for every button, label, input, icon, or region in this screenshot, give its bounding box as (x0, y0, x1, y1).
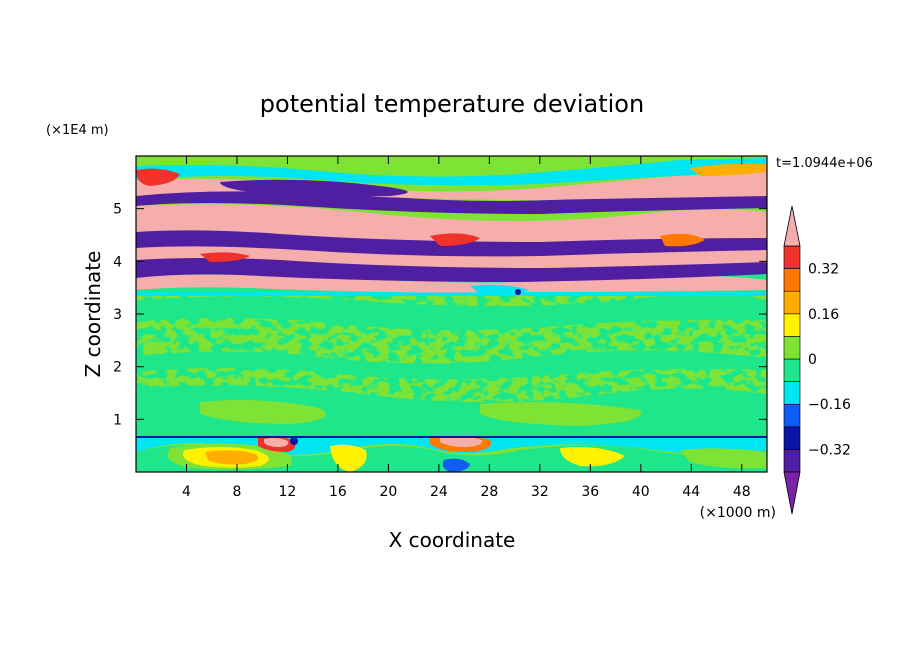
x-tick-label: 36 (581, 484, 599, 500)
mid-green-2 (136, 350, 767, 380)
x-axis-ticks: 4 8 12 16 20 24 28 32 36 40 44 48 (182, 156, 751, 500)
colorbar-tick-label: 0.16 (808, 307, 839, 323)
x-unit-label: (×1000 m) (700, 505, 776, 521)
y-tick-label: 5 (113, 202, 122, 218)
speckle-blue-1 (515, 289, 521, 295)
colorbar-extend-min (783, 471, 801, 515)
colorbar-segment (783, 403, 801, 428)
colorbar-segment (783, 449, 801, 473)
y-unit-label: (×1E4 m) (46, 123, 109, 138)
upper-band-9 (136, 158, 767, 186)
x-tick-label: 44 (682, 484, 700, 500)
colorbar: 0.32 0.16 0 −0.16 −0.32 (783, 205, 851, 515)
speckle-red-3 (660, 233, 705, 247)
x-tick-label: 40 (632, 484, 650, 500)
chart-title: potential temperature deviation (260, 90, 644, 118)
warm-patch-6 (330, 444, 367, 472)
colorbar-tick-label: 0.32 (808, 262, 839, 278)
x-tick-label: 12 (279, 484, 297, 500)
x-tick-label: 48 (733, 484, 751, 500)
y-tick-label: 1 (113, 412, 122, 428)
cold-patch-1 (442, 458, 470, 472)
speckle-red-1 (200, 252, 250, 262)
mid-green-4 (200, 400, 326, 424)
colorbar-segment (783, 313, 801, 337)
y-tick-label: 2 (113, 360, 122, 376)
y-tick-label: 3 (113, 307, 122, 323)
colorbar-tick-label: −0.16 (808, 397, 851, 413)
colorbar-segment (783, 245, 801, 269)
time-label: t=1.0944e+06 (776, 156, 873, 171)
speckle-red-2 (430, 233, 480, 246)
warm-patch-9 (560, 447, 625, 467)
warm-patch-10 (680, 448, 767, 469)
x-tick-label: 28 (480, 484, 498, 500)
x-tick-label: 16 (329, 484, 347, 500)
y-axis-ticks: 1 2 3 4 5 (113, 202, 767, 428)
colorbar-extend-max (783, 205, 801, 247)
mid-green-1 (136, 294, 767, 331)
y-tick-label: 4 (113, 254, 122, 270)
upper-band-10 (220, 179, 408, 197)
x-axis-label: X coordinate (389, 528, 516, 552)
colorbar-segment (783, 290, 801, 315)
y-axis-label: Z coordinate (81, 251, 105, 378)
x-tick-label: 4 (182, 484, 191, 500)
colorbar-segment (783, 426, 801, 450)
upper-band-7 (136, 190, 767, 214)
x-tick-label: 24 (430, 484, 448, 500)
upper-band-12 (690, 163, 767, 176)
colorbar-segment (783, 268, 801, 292)
x-tick-label: 32 (531, 484, 549, 500)
upper-band-11 (136, 168, 180, 186)
upper-cyan-line (136, 292, 767, 296)
colorbar-segment (783, 336, 801, 360)
warm-patch-5 (264, 437, 289, 447)
speckle-blue-2 (290, 437, 298, 445)
upper-band-3 (136, 254, 767, 282)
warm-patch-8 (440, 436, 483, 447)
colorbar-tick-label: 0 (808, 352, 817, 368)
speckle-cyan-1 (470, 284, 530, 295)
x-tick-label: 8 (232, 484, 241, 500)
inversion-line (136, 435, 767, 438)
colorbar-segment (783, 381, 801, 405)
plot-area (136, 156, 767, 472)
warm-patch-3 (205, 450, 259, 465)
mid-green-5 (480, 402, 642, 426)
upper-band-6 (136, 204, 767, 242)
colorbar-tick-label: −0.32 (808, 442, 851, 458)
x-tick-label: 20 (379, 484, 397, 500)
colorbar-segment (783, 358, 801, 382)
